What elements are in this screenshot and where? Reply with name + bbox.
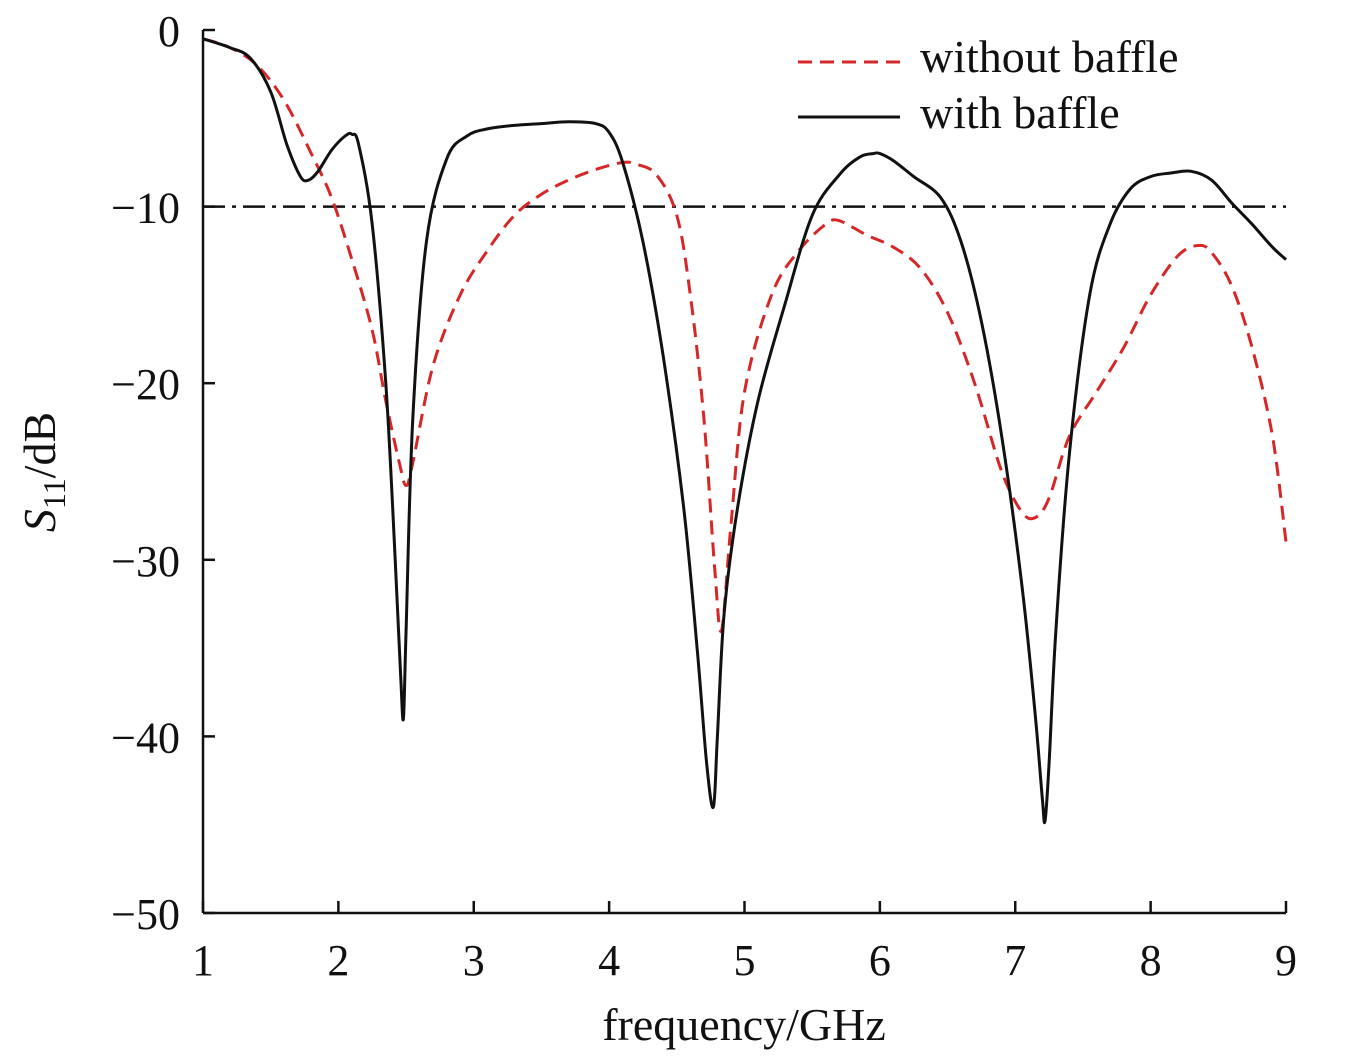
y-tick-label: −40 xyxy=(111,713,180,762)
x-axis-label: frequency/GHz xyxy=(602,999,886,1050)
legend: without baffle with baffle xyxy=(798,31,1178,138)
y-tick-label: −10 xyxy=(111,184,180,233)
x-tick-label: 2 xyxy=(327,936,349,985)
x-tick-label: 5 xyxy=(734,936,756,985)
y-tick-group: 0 −10 −20 −30 −40 −50 xyxy=(111,7,215,939)
x-tick-label: 8 xyxy=(1140,936,1162,985)
x-tick-label: 3 xyxy=(463,936,485,985)
x-tick-label: 9 xyxy=(1275,936,1297,985)
x-tick-label: 7 xyxy=(1004,936,1026,985)
x-tick-label: 4 xyxy=(598,936,620,985)
x-tick-group: 1 2 3 4 5 6 7 8 9 xyxy=(192,901,1297,985)
legend-label-with-baffle: with baffle xyxy=(920,87,1120,138)
y-tick-label: −50 xyxy=(111,890,180,939)
y-tick-label: 0 xyxy=(158,7,180,56)
y-tick-label: −20 xyxy=(111,360,180,409)
y-axis-label: S11/dB xyxy=(14,412,72,532)
series-line-with-baffle xyxy=(202,37,1288,825)
series-line-without-baffle xyxy=(202,37,1288,633)
y-tick-label: −30 xyxy=(111,537,180,586)
svg-text:S11/dB: S11/dB xyxy=(14,412,72,532)
legend-label-without-baffle: without baffle xyxy=(920,31,1178,82)
x-tick-label: 1 xyxy=(192,936,214,985)
x-tick-label: 6 xyxy=(869,936,891,985)
